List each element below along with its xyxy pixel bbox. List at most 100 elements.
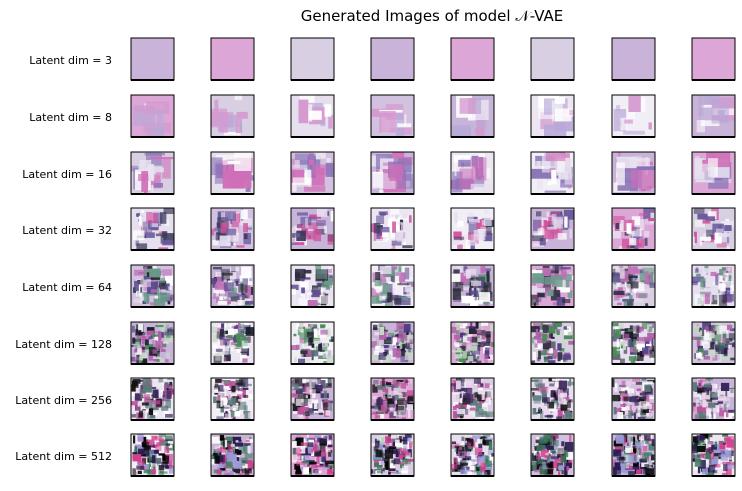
image-patch [165,414,173,418]
image-patch [464,414,473,420]
image-patch [159,231,165,235]
image-patch [644,464,649,469]
image-patch [540,350,544,353]
image-patch [694,294,705,306]
image-patch [134,106,155,113]
image-patch [216,292,221,303]
image-patch [245,327,254,336]
image-patch [152,339,157,347]
image-patch [714,232,722,244]
image-patch [142,436,148,446]
image-patch [692,436,699,444]
image-patch [549,383,558,387]
image-patch [149,415,156,418]
image-patch [535,328,538,335]
image-patch [627,273,633,286]
image-patch [471,280,482,286]
image-patch [231,286,234,297]
generated-image [691,377,736,421]
image-patch [697,390,704,393]
image-patch [476,219,486,229]
image-patch [294,242,305,245]
image-patch [531,453,540,461]
image-patch [453,405,457,410]
image-patch [479,292,491,302]
image-patch [304,230,316,240]
row-label: Latent dim = 128 [15,338,112,351]
image-patch [726,324,733,330]
image-patch [327,235,334,245]
image-patch [468,446,473,449]
image-patch [643,208,655,220]
image-patch [389,244,393,249]
image-patch [219,111,228,133]
image-patch [138,330,142,336]
image-patch [546,445,554,450]
image-patch [545,438,551,446]
image-patch [539,238,546,246]
image-patch [152,330,161,334]
image-patch [698,95,704,116]
image-patch [396,399,404,408]
image-patch [131,384,136,392]
image-patch [692,281,698,286]
image-patch [474,378,481,384]
generated-image [530,207,575,251]
generated-image [290,37,335,81]
image-patch [555,396,558,400]
image-patch [633,268,645,274]
image-patch [220,398,223,407]
image-patch [720,454,729,461]
image-patch [138,174,156,181]
generated-image [370,207,415,251]
image-patch [295,471,302,475]
generated-image [530,37,575,81]
image-patch [376,290,379,293]
image-patch [461,332,464,341]
image-patch [157,460,161,465]
image-patch [294,357,297,363]
image-patch [625,468,633,471]
image-background [531,38,574,80]
image-patch [646,343,652,347]
image-patch [227,161,241,164]
image-patch [377,464,383,469]
image-patch [477,109,487,131]
image-patch [627,329,635,332]
image-patch [712,334,722,342]
image-patch [298,99,309,124]
image-patch [162,455,170,464]
image-patch [461,355,465,364]
image-patch [532,395,542,401]
image-patch [402,466,409,475]
image-patch [148,354,156,361]
image-patch [214,227,220,232]
image-patch [301,398,309,403]
image-patch [559,287,570,293]
image-patch [230,410,235,417]
image-patch [305,408,314,413]
image-patch [151,400,161,405]
image-patch [725,272,733,276]
image-patch [544,469,554,475]
image-patch [317,437,324,443]
image-patch [155,443,162,452]
image-patch [700,278,705,290]
image-patch [165,352,170,360]
generated-image [130,264,175,308]
image-patch [141,410,150,413]
image-patch [481,322,489,326]
image-patch [459,446,463,450]
image-patch [636,392,645,397]
image-patch [327,378,332,387]
image-patch [398,333,408,341]
image-patch [310,448,320,452]
generated-image [450,207,495,251]
image-patch [546,211,550,220]
image-patch [613,407,617,415]
image-patch [305,399,314,407]
image-patch [211,157,223,176]
generated-image [130,207,175,251]
image-patch [389,411,396,418]
image-patch [457,340,466,343]
